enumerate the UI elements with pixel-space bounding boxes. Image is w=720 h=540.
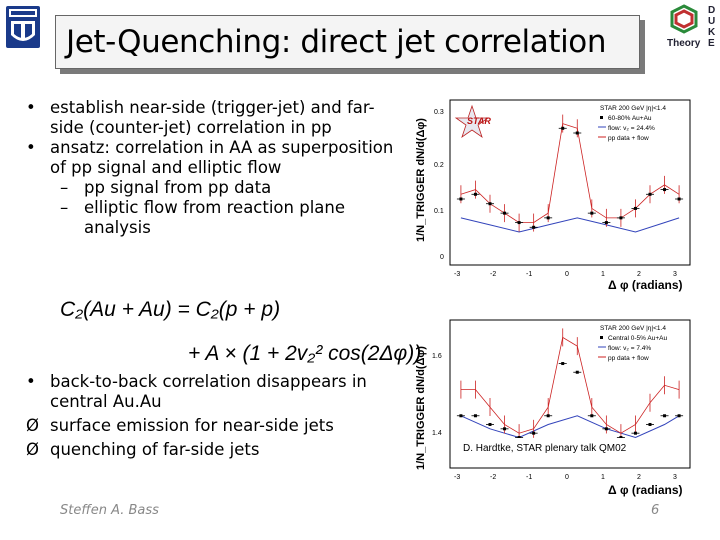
bullet-text: quenching of far-side jets [50, 440, 260, 459]
bullet-item: Ø surface emission for near-side jets [26, 416, 416, 436]
star-label: STAR [467, 116, 491, 126]
pp-flow-line [460, 336, 680, 434]
bullet-text: establish near-side (trigger-jet) and fa… [50, 98, 375, 137]
sub-bullet-item: – pp signal from pp data [26, 178, 406, 198]
x-tick: 2 [637, 271, 641, 278]
plot-marks [456, 114, 684, 233]
y-tick: 1.6 [432, 353, 442, 360]
footer-author: Steffen A. Bass [60, 503, 159, 518]
x-tick: 3 [673, 474, 677, 481]
bullet-item: • ansatz: correlation in AA as superposi… [26, 138, 406, 178]
y-tick: 0.2 [434, 162, 444, 169]
slide-title: Jet-Quenching: direct jet correlation [66, 24, 607, 60]
legend-series-3: pp data + flow [608, 135, 649, 142]
flow-line [460, 415, 680, 439]
bullet-text: surface emission for near-side jets [50, 416, 334, 435]
y-tick: 0.1 [434, 208, 444, 215]
x-tick: -2 [490, 474, 496, 481]
y-tick: 0.3 [434, 109, 444, 116]
bullet-text: back-to-back correlation disappears in c… [50, 372, 367, 411]
legend-series-1: 60-80% Au+Au [608, 115, 652, 122]
legend-title: STAR 200 GeV |η|<1.4 [600, 325, 666, 332]
arrow-marker: Ø [26, 416, 39, 435]
page-number: 6 [651, 503, 660, 518]
equation: C₂(Au + Au) = C₂(p + p) + A × (1 + 2v₂² … [60, 290, 421, 370]
y-axis-label: 1/N_TRIGGER dN/d(Δφ) [415, 118, 427, 242]
x-tick: 0 [565, 271, 569, 278]
x-tick: -3 [454, 474, 460, 481]
bullet-item: • establish near-side (trigger-jet) and … [26, 98, 406, 138]
logo-letter-u: U [708, 16, 715, 27]
equation-line-2: + A × (1 + 2v₂² cos(2Δφ)) [188, 342, 420, 365]
x-tick: 0 [565, 474, 569, 481]
equation-line-1: C₂(Au + Au) = C₂(p + p) [60, 298, 280, 321]
x-tick: -1 [526, 474, 532, 481]
y-tick: 0 [440, 254, 444, 261]
legend-series-2: flow: v₂ = 24.4% [608, 125, 655, 132]
sub-bullet-text: elliptic flow from reaction plane analys… [84, 198, 346, 237]
x-axis-label: Δ φ (radians) [608, 278, 683, 292]
bullet-marker: • [26, 98, 36, 117]
plot-marks [456, 328, 684, 443]
bullet-list-top: • establish near-side (trigger-jet) and … [26, 98, 406, 238]
bullet-list-bottom: • back-to-back correlation disappears in… [26, 372, 416, 464]
logo-letter-d: D [708, 5, 715, 16]
plot-caption: D. Hardtke, STAR plenary talk QM02 [463, 443, 627, 454]
bullet-text: ansatz: correlation in AA as superpositi… [50, 138, 394, 177]
pp-flow-line [460, 123, 680, 223]
x-tick: -3 [454, 271, 460, 278]
y-axis-label: 1/N_TRIGGER dN/d(Δφ) [415, 346, 427, 470]
sub-bullet-item: – elliptic flow from reaction plane anal… [26, 198, 406, 238]
flow-line [460, 217, 680, 233]
logo-theory-label: Theory [667, 38, 701, 49]
x-tick: 1 [601, 474, 605, 481]
x-tick: 1 [601, 271, 605, 278]
x-axis-label: Δ φ (radians) [608, 483, 683, 497]
bullet-marker: • [26, 138, 36, 157]
x-tick: -2 [490, 271, 496, 278]
correlation-plot-peripheral: STAR STAR 200 GeV |η|<1.4 60-80% Au+Au f… [410, 92, 700, 292]
legend-series-2: flow: v₂ = 7.4% [608, 345, 651, 352]
duke-shield-logo [5, 5, 41, 49]
logo-letter-e: E [708, 38, 715, 49]
sub-bullet-text: pp signal from pp data [84, 178, 272, 197]
legend-series-3: pp data + flow [608, 355, 649, 362]
arrow-marker: Ø [26, 440, 39, 459]
x-tick: -1 [526, 271, 532, 278]
bullet-item: • back-to-back correlation disappears in… [26, 372, 416, 412]
correlation-plot-central: STAR 200 GeV |η|<1.4 Central 0-5% Au+Au … [410, 318, 700, 498]
sub-bullet-marker: – [60, 178, 69, 197]
logo-letter-k: K [708, 27, 716, 38]
y-tick: 1.4 [432, 430, 442, 437]
sub-bullet-marker: – [60, 198, 69, 217]
x-tick: 2 [637, 474, 641, 481]
legend-series-1: Central 0-5% Au+Au [608, 335, 667, 342]
legend-title: STAR 200 GeV |η|<1.4 [600, 105, 666, 112]
x-tick: 3 [673, 271, 677, 278]
bullet-marker: • [26, 372, 36, 391]
title-box: Jet-Quenching: direct jet correlation [55, 15, 640, 69]
bullet-item: Ø quenching of far-side jets [26, 440, 416, 460]
duke-theory-logo: Theory D U K E [664, 2, 718, 52]
